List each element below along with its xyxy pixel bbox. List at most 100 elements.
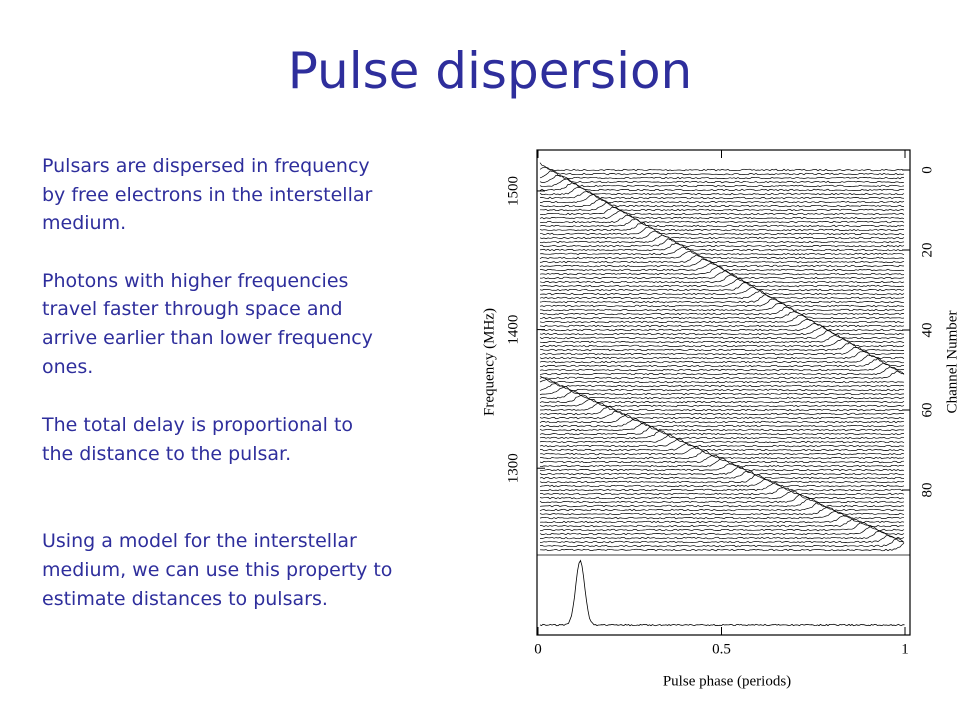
text-line: estimate distances to pulsars.: [42, 588, 328, 610]
channel-trace: [539, 534, 905, 544]
channel-trace: [539, 474, 905, 484]
channel-trace: [539, 222, 904, 232]
channel-trace: [539, 399, 905, 408]
channel-trace: [539, 314, 905, 324]
channel-trace: [540, 226, 905, 236]
channel-trace: [539, 414, 905, 424]
channel-trace: [539, 230, 905, 240]
y2-tick-label: 80: [919, 483, 935, 498]
channel-trace: [539, 266, 905, 276]
channel-trace: [539, 430, 905, 440]
channel-trace: [539, 487, 905, 496]
channel-trace: [539, 521, 905, 532]
channel-trace: [540, 202, 905, 212]
channel-trace: [539, 454, 905, 464]
channel-trace: [539, 450, 905, 460]
text-line: Pulsars are dispersed in frequency: [42, 155, 370, 177]
channel-trace: [539, 242, 905, 252]
y2-tick-label: 20: [919, 243, 935, 258]
channel-trace: [539, 490, 905, 500]
channel-trace: [539, 346, 905, 356]
channel-trace: [539, 433, 905, 444]
x-tick-label: 0.5: [712, 641, 731, 657]
text-line: Photons with higher frequencies: [42, 270, 349, 292]
channel-trace: [539, 362, 904, 372]
channel-trace: [539, 218, 905, 228]
channel-trace: [539, 542, 905, 552]
channel-trace: [539, 294, 905, 304]
channel-trace: [539, 210, 905, 220]
channel-trace: [539, 254, 905, 264]
channel-trace: [539, 214, 905, 224]
channel-trace: [539, 303, 905, 312]
text-line: ones.: [42, 356, 94, 378]
channel-trace: [539, 162, 905, 172]
channel-trace: [539, 350, 905, 360]
channel-trace: [540, 311, 905, 320]
x-tick-label: 1: [901, 641, 909, 657]
channel-trace: [539, 482, 905, 492]
y2-tick-label: 40: [919, 323, 935, 338]
channel-trace: [539, 298, 905, 308]
channel-trace: [540, 530, 905, 540]
channel-trace: [539, 366, 905, 376]
channel-trace: [539, 178, 905, 188]
channel-trace: [540, 261, 905, 272]
channel-trace: [539, 479, 905, 488]
channel-trace: [539, 418, 905, 428]
channel-trace: [539, 394, 905, 404]
channel-trace: [539, 166, 905, 176]
text-line: The total delay is proportional to: [42, 414, 354, 436]
channel-trace: [539, 438, 904, 448]
channel-trace: [539, 170, 905, 180]
text-line: travel faster through space and: [42, 298, 343, 320]
plot-frame: [536, 149, 911, 636]
channel-trace: [539, 306, 905, 316]
text-line: medium.: [42, 212, 127, 234]
channel-trace: [539, 406, 905, 416]
channel-trace: [539, 234, 905, 244]
channel-trace: [539, 354, 905, 364]
channel-trace: [539, 466, 905, 476]
channel-trace: [540, 538, 905, 548]
channel-trace: [539, 375, 905, 384]
x-tick-label: 0: [534, 641, 542, 657]
text-line: arrive earlier than lower frequency: [42, 327, 373, 349]
channel-trace: [539, 258, 905, 268]
channel-trace: [539, 270, 905, 280]
channel-trace: [539, 323, 905, 332]
profile-trace: [539, 559, 905, 627]
channel-trace: [539, 389, 905, 400]
channel-trace: [539, 462, 905, 472]
text-line: the distance to the pulsar.: [42, 443, 292, 465]
channel-trace: [539, 526, 905, 536]
channel-trace: [539, 278, 905, 288]
slide-title: Pulse dispersion: [287, 42, 693, 100]
channel-trace: [539, 470, 905, 480]
channel-trace: [539, 379, 905, 388]
channel-trace: [539, 290, 905, 300]
channel-trace: [539, 273, 905, 284]
channel-trace: [539, 457, 905, 468]
channel-trace: [539, 190, 905, 200]
channel-trace: [539, 330, 905, 340]
channel-trace: [539, 511, 904, 520]
channel-trace: [539, 506, 905, 516]
channel-trace: [539, 383, 905, 392]
channel-trace: [539, 425, 904, 436]
y-tick-label: 1300: [505, 453, 521, 483]
y-tick-label: 1500: [505, 176, 521, 206]
y2-axis-label: Channel Number: [944, 311, 960, 414]
channel-trace: [539, 386, 905, 396]
channel-trace: [539, 250, 905, 260]
channel-trace: [540, 402, 905, 412]
channel-trace: [539, 410, 905, 420]
channel-trace: [539, 445, 905, 456]
channel-trace: [539, 246, 905, 256]
channel-trace: [539, 206, 905, 216]
channel-trace: [539, 326, 904, 336]
text-line: medium, we can use this property to: [42, 559, 393, 581]
channel-trace: [540, 338, 905, 348]
